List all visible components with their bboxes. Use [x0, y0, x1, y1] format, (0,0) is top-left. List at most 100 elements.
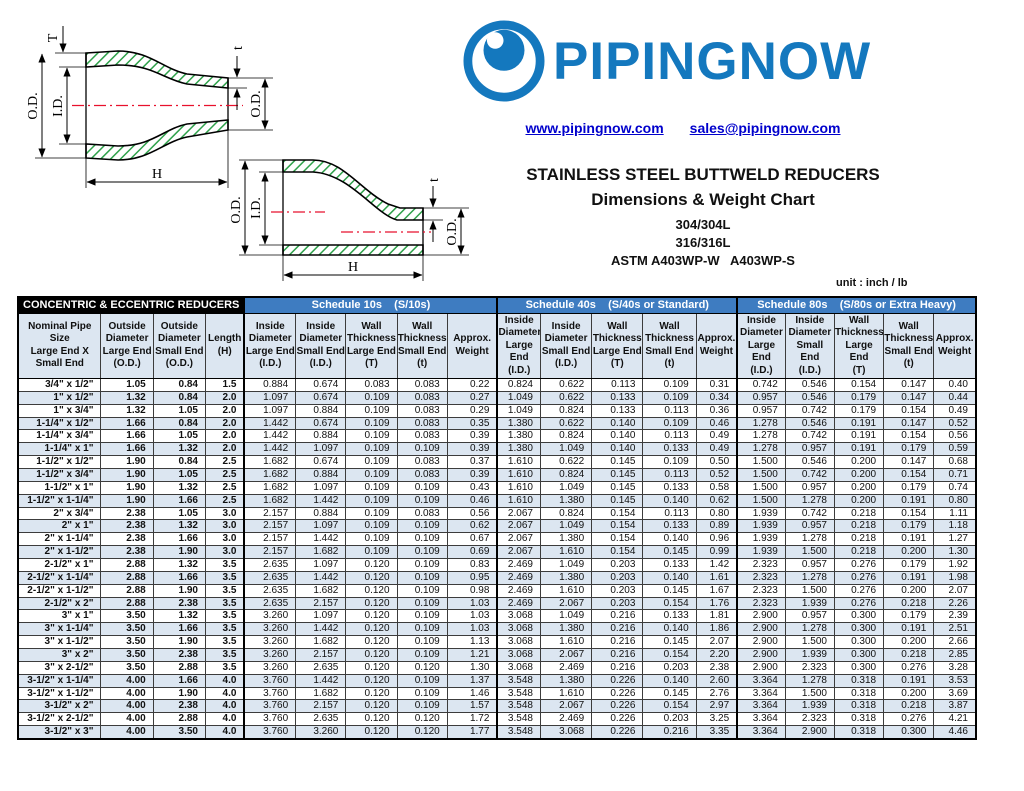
table-cell: 0.98 [446, 583, 498, 598]
table-cell: 0.218 [833, 532, 885, 547]
table-cell: 3.260 [243, 635, 297, 650]
table-cell: 1.21 [446, 648, 498, 662]
table-cell: 3.760 [243, 712, 297, 727]
table-cell: 0.191 [833, 442, 885, 457]
table-cell: 0.109 [345, 429, 398, 444]
table-cell: 0.109 [396, 699, 448, 714]
table-cell: 0.226 [591, 686, 644, 701]
table-cell: 1.442 [243, 442, 297, 457]
website-link[interactable]: www.pipingnow.com [525, 120, 664, 136]
table-cell: 0.120 [345, 686, 398, 701]
table-cell: 3.28 [933, 660, 977, 675]
table-cell: 1.90 [100, 493, 154, 508]
table-cell: 1.049 [539, 480, 593, 495]
table-cell: 0.120 [345, 570, 398, 585]
table-cell: 0.226 [591, 712, 644, 727]
table-cell: 2.900 [736, 635, 786, 650]
table-cell: 0.109 [396, 648, 448, 662]
table-cell: 1.610 [539, 686, 593, 701]
table-cell: 0.884 [295, 403, 347, 418]
table-cell: 2.067 [539, 596, 593, 611]
table-cell: 0.113 [642, 403, 697, 418]
table-cell: 0.200 [833, 493, 885, 508]
table-cell: 0.49 [695, 429, 738, 444]
table-cell: 2.157 [295, 596, 347, 611]
table-cell: 1.27 [933, 532, 977, 547]
table-cell: 3.548 [496, 712, 541, 727]
cell-nominal-size: 3-1/2" x 3" [17, 725, 102, 740]
table-cell: 1.66 [152, 532, 206, 547]
table-cell: 1.442 [295, 622, 347, 637]
table-cell: 0.109 [396, 622, 448, 637]
table-cell: 0.44 [933, 390, 977, 405]
table-cell: 0.191 [883, 673, 935, 688]
table-cell: 0.83 [446, 558, 498, 572]
table-row: 3/4" x 1/2" 1.05 0.84 1.5 0.884 0.674 0.083 0.0… [17, 378, 977, 392]
column-header: Length (H) [204, 312, 245, 379]
table-cell: 0.742 [784, 429, 835, 444]
table-cell: 0.218 [883, 648, 935, 662]
table-cell: 0.300 [833, 648, 885, 662]
table-cell: 0.56 [446, 506, 498, 521]
table-cell: 2.5 [204, 455, 245, 470]
table-cell: 0.109 [396, 673, 448, 688]
table-cell: 0.216 [591, 635, 644, 650]
table-cell: 1.278 [736, 442, 786, 457]
table-row: 3" x 2" 3.50 2.38 3.5 3.260 2.157 0.120 0.109 1.… [17, 648, 977, 662]
table-cell: 4.00 [100, 712, 154, 727]
table-cell: 0.109 [396, 558, 448, 572]
table-cell: 0.218 [833, 519, 885, 534]
table-cell: 0.216 [591, 648, 644, 662]
column-header: Inside Diameter Large End (I.D.) [243, 312, 297, 379]
table-wrap: CONCENTRIC & ECCENTRIC REDUCERS Schedule … [17, 296, 977, 740]
cell-nominal-size: 3-1/2" x 1-1/2" [17, 686, 102, 701]
table-cell: 1.097 [295, 609, 347, 624]
table-row: 1-1/4" x 3/4" 1.66 1.05 2.0 1.442 0.884 0.109 0… [17, 429, 977, 444]
table-cell: 0.39 [446, 468, 498, 482]
table-row: 3" x 1-1/4" 3.50 1.66 3.5 3.260 1.442 0.120 0.1… [17, 622, 977, 637]
table-cell: 1.500 [784, 545, 835, 560]
table-cell: 3.364 [736, 712, 786, 727]
table-cell: 2.38 [152, 596, 206, 611]
table-cell: 0.216 [591, 622, 644, 637]
table-row: 1-1/2" x 1/2" 1.90 0.84 2.5 1.682 0.674 0.109 0… [17, 455, 977, 470]
table-cell: 0.109 [396, 480, 448, 495]
table-cell: 0.200 [883, 583, 935, 598]
table-cell: 1.66 [152, 673, 206, 688]
column-header: Outside Diameter Large End (O.D.) [100, 312, 154, 379]
table-cell: 0.99 [695, 545, 738, 560]
table-cell: 0.120 [345, 725, 398, 740]
table-cell: 0.200 [883, 635, 935, 650]
table-cell: 0.216 [591, 609, 644, 624]
table-cell: 0.884 [295, 468, 347, 482]
table-cell: 1.66 [152, 570, 206, 585]
table-cell: 0.140 [591, 416, 644, 431]
table-cell: 2.38 [100, 532, 154, 547]
column-header: Nominal Pipe Size Large End X Small End [17, 312, 102, 379]
cell-nominal-size: 1-1/2" x 1/2" [17, 455, 102, 470]
table-row: 3" x 2-1/2" 3.50 2.88 3.5 3.260 2.635 0.120 0.1… [17, 660, 977, 675]
table-cell: 1.380 [539, 532, 593, 547]
table-cell: 2.88 [100, 596, 154, 611]
table-cell: 0.67 [446, 532, 498, 547]
table-cell: 0.083 [396, 506, 448, 521]
table-cell: 2.0 [204, 429, 245, 444]
column-header: Inside Diameter Large End (I.D.) [736, 312, 786, 379]
table-cell: 0.80 [933, 493, 977, 508]
table-head: CONCENTRIC & ECCENTRIC REDUCERS Schedule … [17, 296, 977, 379]
table-cell: 3.0 [204, 519, 245, 534]
table-cell: 0.147 [883, 416, 935, 431]
table-cell: 3.548 [496, 673, 541, 688]
table-cell: 1.939 [736, 519, 786, 534]
table-cell: 3.760 [243, 699, 297, 714]
table-cell: 0.133 [642, 480, 697, 495]
table-cell: 0.191 [883, 493, 935, 508]
table-cell: 2.323 [736, 596, 786, 611]
table-cell: 1.5 [204, 378, 245, 392]
table-cell: 1.500 [736, 455, 786, 470]
table-cell: 1.442 [295, 570, 347, 585]
table-cell: 0.46 [446, 493, 498, 508]
table-cell: 2.900 [784, 725, 835, 740]
table-cell: 2.07 [695, 635, 738, 650]
email-link[interactable]: sales@pipingnow.com [689, 120, 841, 136]
